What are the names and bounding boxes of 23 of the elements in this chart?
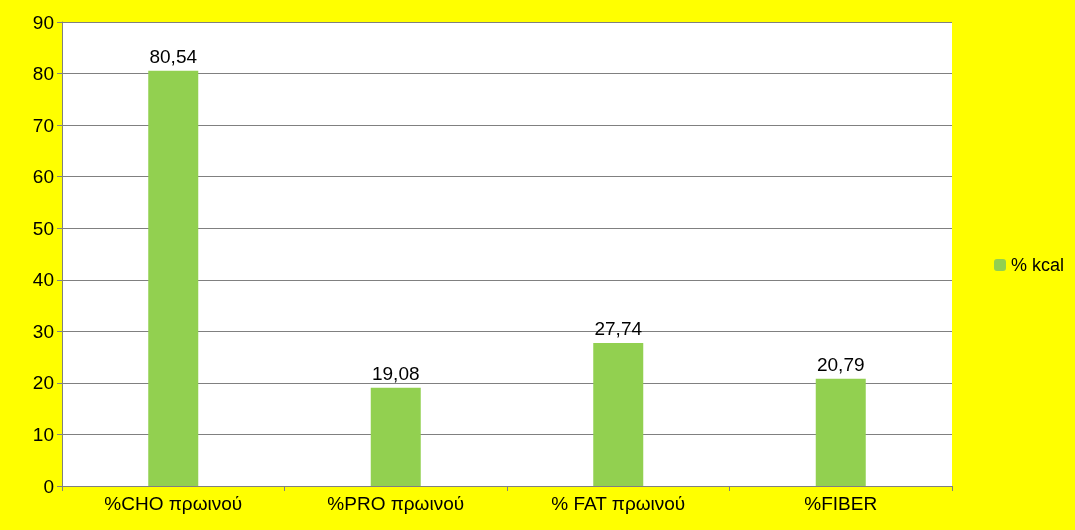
data-label: 19,08: [371, 362, 420, 384]
bar: [593, 342, 644, 486]
x-tick-label: %PRO πρωινού: [327, 493, 465, 514]
y-tick-label: 0: [43, 475, 54, 497]
y-tick-label: 40: [32, 269, 54, 291]
x-tick-label: % FAT πρωινού: [551, 493, 686, 514]
bar: [148, 70, 199, 486]
y-tick-label: 20: [32, 372, 54, 394]
data-label: 20,79: [816, 353, 865, 375]
data-label: 80,54: [149, 45, 198, 67]
y-tick-label: 10: [32, 423, 54, 445]
y-tick-label: 50: [32, 217, 54, 239]
x-tick-label: %FIBER: [804, 493, 878, 514]
y-tick-label: 80: [32, 63, 54, 85]
bar: [370, 387, 421, 486]
legend-label: % kcal: [1010, 255, 1064, 275]
y-tick-label: 60: [32, 166, 54, 188]
y-tick-label: 30: [32, 320, 54, 342]
y-tick-label: 90: [32, 11, 54, 33]
y-tick-label: 70: [32, 114, 54, 136]
x-tick-label: %CHO πρωινού: [104, 493, 243, 514]
data-label: 27,74: [594, 317, 643, 339]
bar: [815, 378, 866, 486]
